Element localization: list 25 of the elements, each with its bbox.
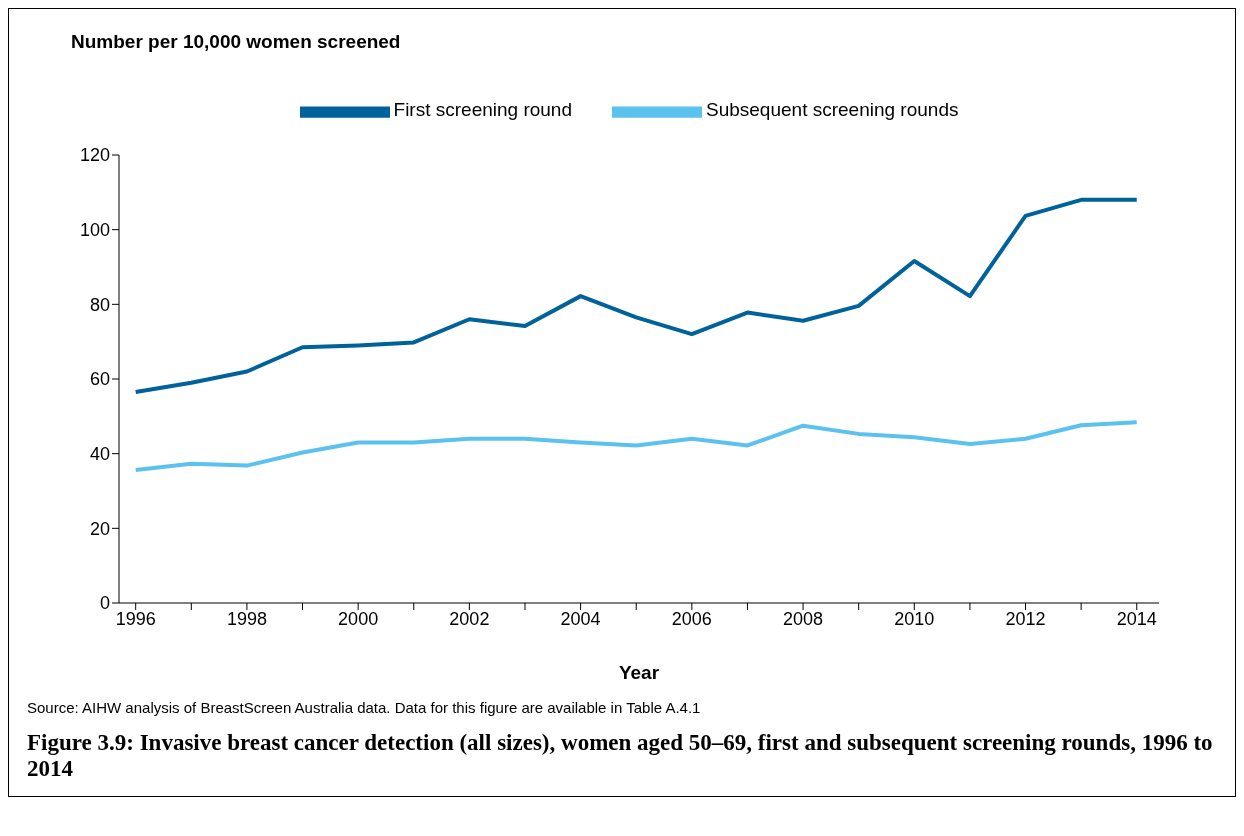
line-series	[133, 197, 1139, 395]
y-tick-label: 80	[89, 294, 110, 315]
y-tick-label: 60	[89, 369, 110, 390]
line-series	[133, 420, 1139, 473]
x-tick-label: 2000	[338, 608, 379, 629]
y-tick-label: 120	[79, 145, 110, 166]
y-axis-title: Number per 10,000 women screened	[71, 31, 402, 53]
y-tick-label: 100	[79, 220, 110, 241]
legend-label: Subsequent screening rounds	[706, 99, 959, 121]
y-tick-label: 20	[89, 518, 110, 539]
x-tick-label: 2010	[894, 608, 935, 629]
text: Figure 3.9: Invasive breast cancer detection (all sizes), women aged 50–69, first and subsequent screening rounds, 1996 to 2014	[27, 730, 1214, 782]
x-tick-label: 2008	[783, 608, 824, 629]
x-tick-label: 2002	[449, 608, 490, 629]
x-axis-title: Year	[618, 662, 660, 683]
x-tick-label: 1996	[115, 608, 156, 629]
legend-label: First screening round	[393, 99, 572, 121]
x-tick-label: 2004	[560, 608, 601, 629]
y-tick-label: 0	[99, 593, 110, 614]
x-tick-label: 2014	[1116, 608, 1157, 629]
x-tick-label: 2012	[1005, 608, 1046, 629]
x-tick-label: 1998	[226, 608, 267, 629]
x-tick-label: 2006	[671, 608, 712, 629]
y-tick-label: 40	[89, 444, 110, 465]
source-note: Source: AIHW analysis of BreastScreen Australia data. Data for this figure are available in Table A.4.1	[27, 699, 702, 716]
